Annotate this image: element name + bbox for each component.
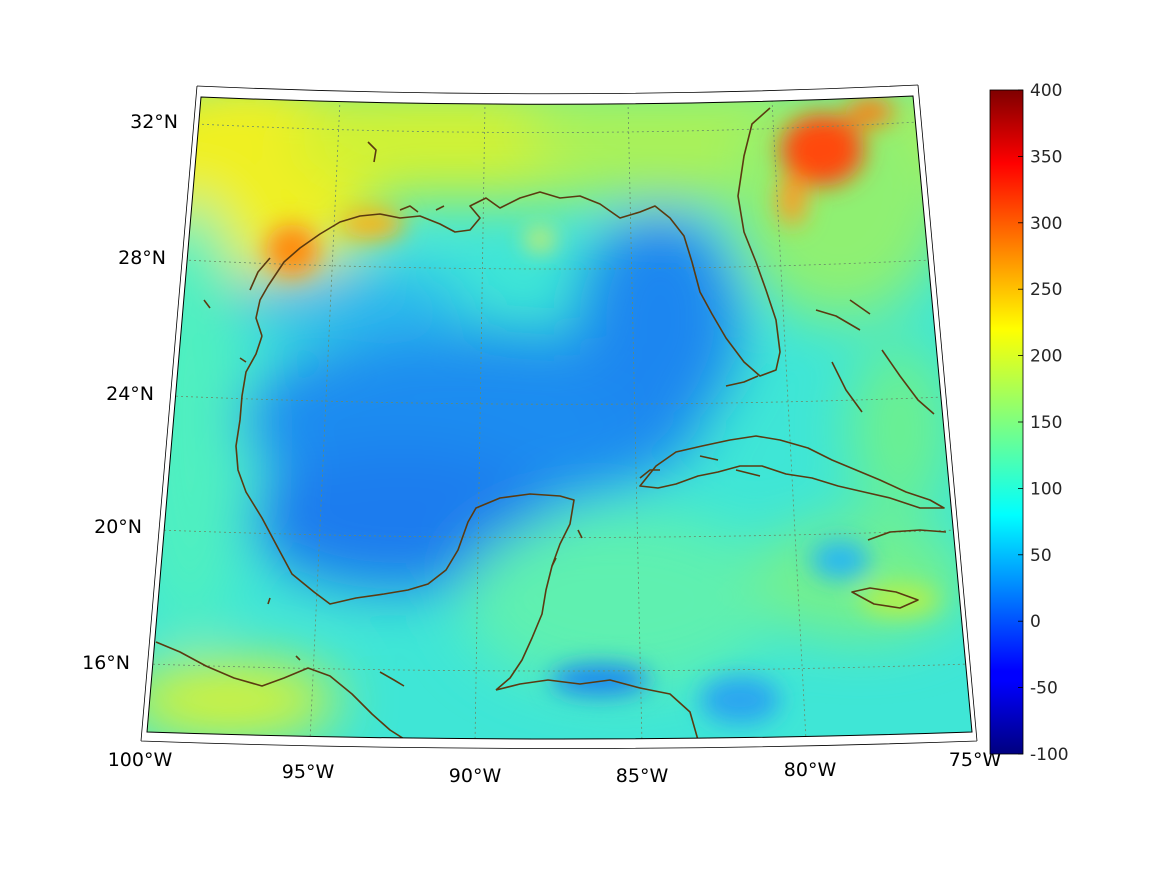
colorbar-ticks: 400 350 300 250 200 150 100 50 0 -50 -100 [1018,81,1069,765]
graticule [147,99,970,739]
colorbar-tick-label: 0 [1030,612,1041,632]
colorbar-tick-label: 100 [1030,479,1062,499]
colorbar-tick-label: 250 [1030,280,1062,300]
lon-tick-label: 95°W [282,761,335,783]
lat-tick-label: 24°N [106,383,154,405]
lon-tick-label: 100°W [108,749,173,771]
colorbar-tick-label: 350 [1030,147,1062,167]
colorbar-tick-label: 400 [1030,81,1062,101]
map-field [147,96,972,739]
map-frame [140,84,978,749]
colorbar-tick-label: 150 [1030,413,1062,433]
lat-tick-label: 16°N [82,652,130,674]
colorbar-gradient [989,89,1024,755]
colorbar-tick-label: 200 [1030,347,1062,367]
lat-tick-label: 20°N [94,516,142,538]
lon-tick-labels: 100°W 95°W 90°W 85°W 80°W 75°W [108,749,1002,787]
coastlines [155,107,947,739]
lat-tick-label: 28°N [118,247,166,269]
colorbar-tick-label: -100 [1030,745,1069,765]
lat-tick-labels: 32°N 28°N 24°N 20°N 16°N [82,111,178,674]
lon-tick-label: 85°W [616,765,669,787]
lat-tick-label: 32°N [130,111,178,133]
colorbar: 400 350 300 250 200 150 100 50 0 -50 -100 [989,81,1069,765]
lon-tick-label: 75°W [949,749,1002,771]
lon-tick-label: 90°W [449,765,502,787]
colorbar-tick-label: -50 [1030,679,1058,699]
lon-tick-label: 80°W [784,759,837,781]
colorbar-tick-label: 50 [1030,546,1052,566]
colorbar-tick-label: 300 [1030,214,1062,234]
